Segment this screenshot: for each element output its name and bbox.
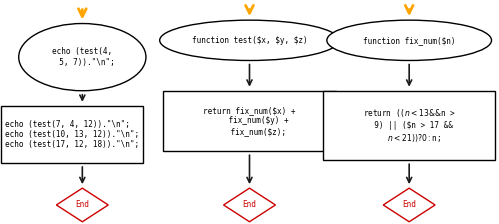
Polygon shape <box>224 188 275 222</box>
FancyBboxPatch shape <box>164 91 335 151</box>
Polygon shape <box>383 188 435 222</box>
Text: return (($n < 13 && $n >
  9) || ($n > 17 &&
  $n < 21)) ? 0 : $n;: return (($n < 13 && $n > 9) || ($n > 17 … <box>363 107 456 144</box>
Text: function test($x, $y, $z): function test($x, $y, $z) <box>192 36 307 45</box>
FancyBboxPatch shape <box>323 91 495 160</box>
Text: echo (test(4,
  5, 7))."\n";: echo (test(4, 5, 7))."\n"; <box>50 47 115 67</box>
Text: End: End <box>402 200 416 209</box>
Text: return fix_num($x) +
    fix_num($y) +
    fix_num($z);: return fix_num($x) + fix_num($y) + fix_n… <box>203 106 296 136</box>
Text: End: End <box>243 200 256 209</box>
Ellipse shape <box>19 24 146 91</box>
FancyBboxPatch shape <box>1 106 143 163</box>
Polygon shape <box>56 188 108 222</box>
Ellipse shape <box>160 20 339 60</box>
Ellipse shape <box>327 20 492 60</box>
Text: echo (test(7, 4, 12))."\n";
echo (test(10, 13, 12))."\n";
echo (test(17, 12, 18): echo (test(7, 4, 12))."\n"; echo (test(1… <box>5 119 139 149</box>
Text: End: End <box>75 200 89 209</box>
Text: function fix_num($n): function fix_num($n) <box>363 36 456 45</box>
